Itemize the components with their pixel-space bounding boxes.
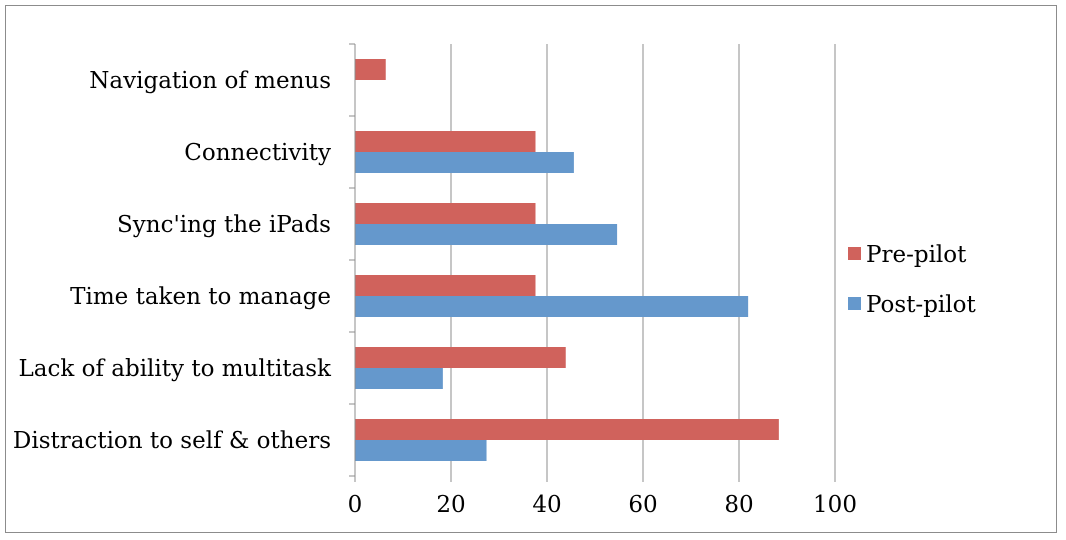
x-tick-label: 100 xyxy=(813,492,857,518)
bar-pre-pilot xyxy=(356,275,536,296)
bar-post-pilot xyxy=(356,368,443,389)
bar-pre-pilot xyxy=(356,419,779,440)
x-tick-label: 0 xyxy=(348,492,363,518)
bar-pre-pilot xyxy=(356,347,566,368)
category-label: Distraction to self & others xyxy=(13,428,331,454)
x-tick-label: 40 xyxy=(532,492,561,518)
category-label: Lack of ability to multitask xyxy=(18,356,332,382)
category-label: Connectivity xyxy=(184,140,331,166)
legend-label: Pre-pilot xyxy=(866,242,967,268)
x-tick-label: 20 xyxy=(436,492,465,518)
category-label: Navigation of menus xyxy=(89,68,331,94)
bar-pre-pilot xyxy=(356,131,536,152)
gridlines xyxy=(451,44,835,476)
bar-pre-pilot xyxy=(356,203,536,224)
category-label: Sync'ing the iPads xyxy=(117,212,331,238)
legend-swatch xyxy=(848,297,861,310)
bar-pre-pilot xyxy=(356,59,386,80)
bar-post-pilot xyxy=(356,440,487,461)
axes xyxy=(349,44,835,482)
x-tick-label: 80 xyxy=(724,492,753,518)
x-tick-label: 60 xyxy=(628,492,657,518)
legend-label: Post-pilot xyxy=(866,292,976,318)
category-label: Time taken to manage xyxy=(70,284,331,310)
bars xyxy=(356,59,779,461)
legend-swatch xyxy=(848,247,861,260)
legend: Pre-pilot Post-pilot xyxy=(848,242,976,318)
bar-post-pilot xyxy=(356,296,749,317)
bar-post-pilot xyxy=(356,152,574,173)
bar-post-pilot xyxy=(356,224,618,245)
